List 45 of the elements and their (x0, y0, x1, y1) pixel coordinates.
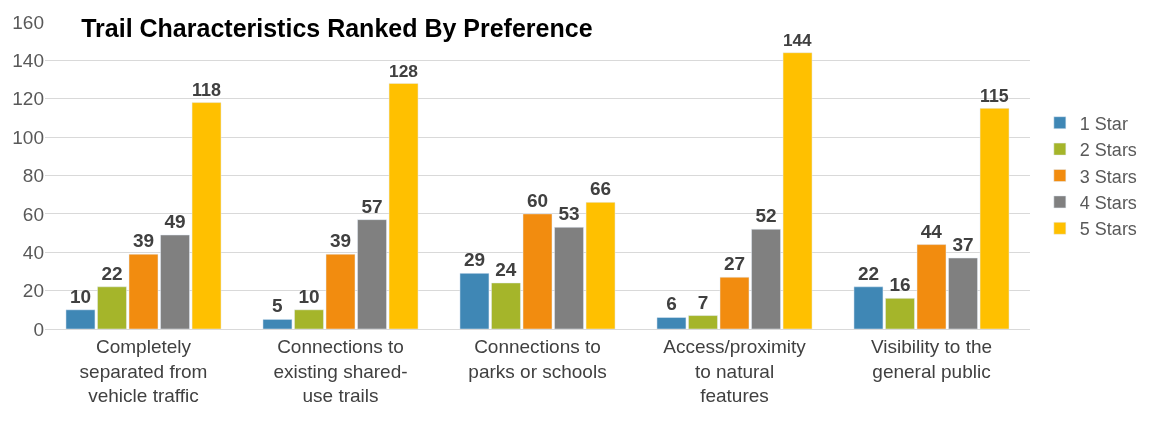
data-label: 10 (69, 285, 92, 307)
data-label: 49 (164, 210, 186, 232)
data-label: 24 (495, 258, 517, 280)
data-label: 27 (723, 253, 746, 275)
y-tick-label: 20 (22, 280, 44, 302)
data-label: 22 (857, 262, 880, 284)
y-tick-label: 140 (12, 50, 44, 72)
data-label: 6 (666, 293, 677, 315)
chart-title: Trail Characteristics Ranked By Preference (81, 13, 593, 42)
y-tick-label: 60 (22, 203, 44, 225)
data-label: 44 (920, 220, 943, 242)
x-tick-label: Completely separated from vehicle traffic (79, 335, 208, 407)
legend-label: 5 Stars (1079, 219, 1137, 240)
legend-label: 4 Stars (1079, 192, 1137, 213)
data-label: 39 (132, 230, 155, 252)
data-label: 60 (526, 189, 549, 211)
legend-label: 2 Stars (1079, 140, 1137, 161)
data-label: 37 (952, 234, 974, 256)
y-tick-label: 120 (12, 88, 44, 110)
y-tick-label: 40 (22, 241, 44, 263)
data-label: 7 (697, 291, 709, 313)
x-tick-label: Connections to parks or schools (468, 335, 607, 382)
data-label: 115 (980, 85, 1009, 106)
legend-label: 3 Stars (1079, 166, 1137, 187)
data-label: 39 (329, 230, 352, 252)
data-label: 5 (271, 295, 283, 317)
y-tick-label: 80 (22, 165, 44, 187)
data-label: 118 (192, 79, 222, 100)
data-label: 66 (589, 178, 612, 200)
data-label: 29 (463, 249, 486, 271)
x-tick-label: Visibility to the general public (870, 335, 993, 382)
y-tick-label: 160 (12, 11, 44, 33)
y-tick-label: 100 (12, 126, 44, 148)
data-label: 22 (101, 262, 123, 284)
x-tick-label: Access/proximity to natural features (663, 335, 807, 407)
data-label: 53 (558, 203, 580, 225)
legend-label: 1 Star (1079, 113, 1128, 134)
data-label: 128 (389, 60, 419, 81)
x-tick-label: Connections to existing shared-use trails (273, 335, 408, 407)
data-label: 52 (755, 205, 777, 227)
y-tick-label: 0 (33, 318, 44, 340)
data-label: 144 (783, 30, 813, 51)
data-label: 16 (889, 274, 911, 296)
data-label: 10 (298, 285, 320, 307)
data-label: 57 (361, 195, 383, 217)
